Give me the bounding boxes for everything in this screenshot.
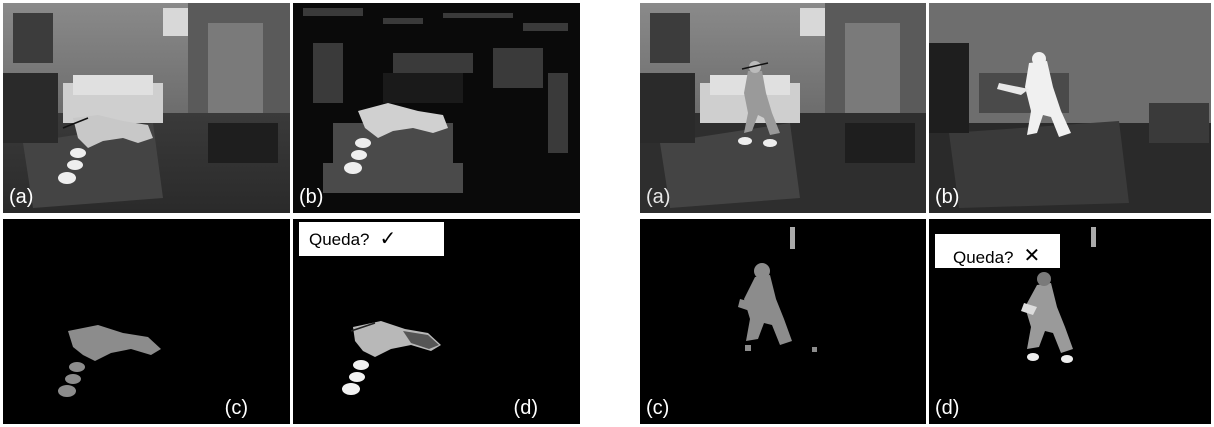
fall-detection-box: Queda? ✓: [299, 222, 444, 256]
cross-icon: ✕: [1023, 245, 1041, 267]
right-panel-d: Queda? ✕ (d): [929, 219, 1211, 424]
panel-label: (c): [646, 397, 670, 419]
fall-detection-box: Queda? ✕: [935, 234, 1060, 268]
panel-label: (d): [935, 397, 960, 419]
left-panel-c: (c): [3, 219, 290, 424]
depth-noise-image: [293, 3, 580, 213]
right-panel-a: (a): [640, 3, 926, 213]
panel-label: (a): [9, 186, 34, 208]
panel-label: (c): [224, 397, 248, 419]
right-panel-c: (c): [640, 219, 926, 424]
depth-image-sitting: [929, 3, 1211, 213]
silhouette-crawling: [3, 219, 290, 424]
left-panel-a: (a): [3, 3, 290, 213]
left-panel-d: Queda? ✓ (d): [293, 219, 580, 424]
fall-question: Queda?: [309, 229, 370, 249]
left-panel-b: (b): [293, 3, 580, 213]
panel-label: (b): [299, 186, 324, 208]
silhouette-sitting: [640, 219, 926, 424]
room-photo-crawling: [3, 3, 290, 213]
fall-question: Queda?: [953, 248, 1014, 267]
panel-label: (d): [513, 397, 538, 419]
room-photo-sitting: [640, 3, 926, 213]
panel-label: (a): [646, 186, 671, 208]
check-icon: ✓: [379, 228, 397, 250]
right-panel-b: (b): [929, 3, 1211, 213]
panel-label: (b): [935, 186, 960, 208]
